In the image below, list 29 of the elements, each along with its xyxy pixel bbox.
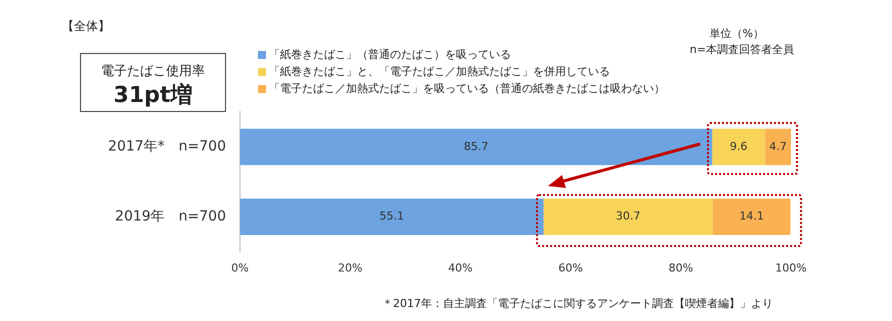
y-tick-label: 2019年 n=700 (115, 208, 226, 224)
text: 31pt増 (112, 82, 194, 110)
bar (240, 128, 712, 166)
x-tick-label: 0% (231, 261, 249, 274)
text: n=本調査回答者全員 (690, 42, 794, 57)
text: ＊2017年：自主調査「電子たばこに関するアンケート調査【喫煙者編】」より (382, 296, 773, 311)
bar (712, 198, 790, 236)
text: 電子たばこ使用率 (100, 63, 206, 80)
legend-label: 「紙巻きたばこ」（普通のたばこ）を吸っている (269, 47, 511, 62)
data-label: 85.7 (464, 140, 488, 153)
data-label: 55.1 (380, 210, 404, 223)
x-tick-label: 60% (558, 261, 583, 274)
text: 単位（%） (710, 26, 764, 41)
x-tick-label: 20% (338, 261, 362, 274)
bar (544, 198, 713, 236)
x-tick-label: 80% (668, 261, 694, 274)
data-label: 4.7 (769, 140, 787, 153)
x-tick-label: 40% (448, 261, 473, 274)
text: 【全体】 (62, 18, 110, 35)
y-tick-label: 2017年* n=700 (108, 138, 226, 155)
legend-label: 「紙巻きたばこ」と、「電子たばこ／加熱式たばこ」を併用している (269, 64, 610, 79)
data-label: 14.1 (739, 210, 764, 223)
bar (240, 198, 544, 236)
data-label: 30.7 (616, 210, 640, 223)
bar (765, 128, 791, 166)
data-label: 9.6 (730, 140, 748, 153)
x-tick-label: 100% (775, 261, 807, 274)
legend-label: 「電子たばこ／加熱式たばこ」を吸っている（普通の紙巻きたばこは吸わない） (269, 81, 665, 96)
bar (712, 128, 766, 166)
